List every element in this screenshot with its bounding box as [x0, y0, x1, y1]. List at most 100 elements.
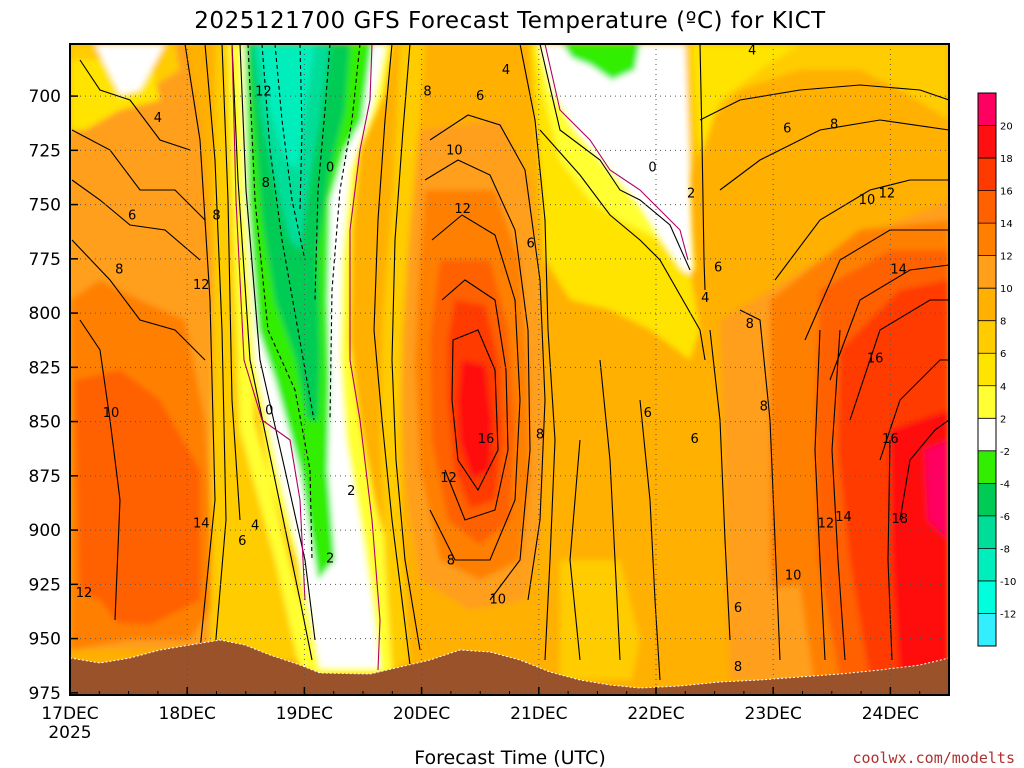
colorbar-swatch — [978, 223, 996, 257]
contour-label: 12 — [193, 278, 210, 293]
y-tick-label: 725 — [29, 141, 61, 161]
temperature-field — [70, 44, 949, 695]
y-tick-label: 700 — [29, 87, 61, 107]
colorbar-swatch — [978, 580, 996, 614]
contour-label: 0 — [326, 161, 334, 176]
colorbar-swatch — [978, 353, 996, 387]
contour-label: 12 — [255, 85, 272, 100]
contour-label: 6 — [783, 122, 791, 137]
contour-label: 8 — [734, 660, 742, 675]
colorbar-swatch — [978, 548, 996, 582]
contour-label: 4 — [701, 291, 709, 306]
x-tick-label: 23DEC — [745, 704, 802, 724]
colorbar-frame — [977, 92, 997, 647]
x-axis-label: Forecast Time (UTC) — [414, 747, 605, 768]
colorbar-swatch — [978, 320, 996, 354]
colorbar-tick-label: 12 — [1000, 252, 1013, 263]
contour-label: 12 — [76, 586, 93, 601]
contour-label: 10 — [859, 193, 876, 208]
colorbar-swatch — [978, 418, 996, 452]
y-tick-label: 750 — [29, 196, 61, 216]
colorbar-tick-label: -4 — [1000, 479, 1010, 490]
colorbar-swatch — [978, 255, 996, 289]
colorbar: 20 18 16 14 12 10 8 6 4 2 -2 -4 -6 -8 -10 -12 — [977, 92, 1016, 647]
colorbar-swatch — [978, 515, 996, 549]
colorbar-tick-label: 18 — [1000, 154, 1013, 165]
x-gridlines — [186, 44, 891, 695]
contour-label: 8 — [746, 317, 754, 332]
contour-label: 6 — [691, 432, 699, 447]
y-tick-label: 825 — [29, 358, 61, 378]
contour-label: 4 — [748, 44, 756, 59]
contour-label: 14 — [890, 263, 907, 278]
contour-label: 8 — [760, 399, 768, 414]
contour-label: 6 — [128, 208, 136, 223]
contour-label: 4 — [154, 111, 162, 126]
y-tick-label: 800 — [29, 304, 61, 324]
contour-label: 0 — [265, 404, 273, 419]
contour-label: 8 — [830, 117, 838, 132]
colorbar-tick-label: 16 — [1000, 187, 1013, 198]
contour-label: 4 — [251, 519, 259, 534]
contour-label: 0 — [648, 161, 656, 176]
colorbar-tick-label: 4 — [1000, 382, 1006, 393]
contour-label: 8 — [115, 263, 123, 278]
colorbar-tick-label: 6 — [1000, 349, 1006, 360]
y-tick-label: 775 — [29, 250, 61, 270]
contour-label: 4 — [502, 63, 510, 78]
credit-text: coolwx.com/modelts — [852, 749, 1015, 767]
y-tick-label: 950 — [29, 630, 61, 650]
colorbar-swatch — [978, 483, 996, 517]
x-tick-label: 22DEC — [627, 704, 684, 724]
y-tick-label: 975 — [29, 684, 61, 704]
contour-label: 14 — [193, 517, 210, 532]
colorbar-swatch — [978, 190, 996, 224]
x-tick-label: 19DEC — [276, 704, 333, 724]
contour-label: 10 — [785, 569, 802, 584]
contour-label: 10 — [490, 593, 507, 608]
contour-label: 14 — [835, 510, 852, 525]
colorbar-swatch — [978, 125, 996, 159]
contour-label: 10 — [446, 143, 463, 158]
contour-label: 8 — [447, 553, 455, 568]
colorbar-tick-label: -10 — [1000, 577, 1016, 588]
contour-label: 8 — [212, 208, 220, 223]
contour-label: 16 — [478, 432, 495, 447]
contour-label: 2 — [326, 551, 334, 566]
colorbar-tick-label: -12 — [1000, 609, 1016, 620]
contour-label: 10 — [103, 406, 120, 421]
contour-label: 8 — [423, 85, 431, 100]
contour-label: 18 — [892, 512, 909, 527]
x-axis-year-label: 2025 — [48, 723, 91, 743]
contour-label: 6 — [238, 534, 246, 549]
contour-label: 12 — [879, 187, 896, 202]
contour-label: 6 — [734, 601, 742, 616]
colorbar-tick-label: 14 — [1000, 219, 1013, 230]
colorbar-tick-label: 20 — [1000, 122, 1013, 133]
colorbar-swatch — [978, 613, 996, 647]
contour-label: 12 — [440, 471, 457, 486]
colorbar-swatch — [978, 288, 996, 322]
plot-frame — [69, 43, 950, 696]
x-tick-label: 24DEC — [862, 704, 919, 724]
colorbar-tick-label: 2 — [1000, 414, 1006, 425]
contour-label: 6 — [476, 89, 484, 104]
colorbar-swatch — [978, 93, 996, 127]
contour-label: 8 — [262, 176, 270, 191]
contour-label: 6 — [714, 261, 722, 276]
colorbar-swatch — [978, 385, 996, 419]
contour-label: 6 — [644, 406, 652, 421]
y-tick-label: 900 — [29, 521, 61, 541]
chart-title: 2025121700 GFS Forecast Temperature (ºC)… — [194, 8, 826, 34]
colorbar-tick-label: -8 — [1000, 544, 1010, 555]
contour-label: 8 — [536, 428, 544, 443]
colorbar-tick-label: 8 — [1000, 317, 1006, 328]
terrain — [69, 639, 950, 696]
contour-label: 12 — [818, 517, 835, 532]
colorbar-swatch — [978, 450, 996, 484]
colorbar-tick-label: -6 — [1000, 512, 1010, 523]
contour-label: 2 — [687, 187, 695, 202]
x-tick-label: 18DEC — [159, 704, 216, 724]
colorbar-tick-label: -2 — [1000, 447, 1010, 458]
